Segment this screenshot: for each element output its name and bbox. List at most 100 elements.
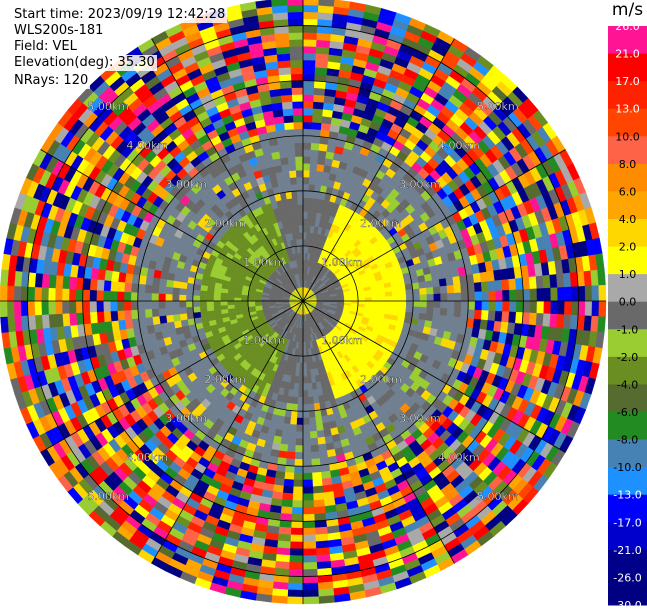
range-gate	[290, 417, 297, 424]
range-gate	[173, 314, 181, 322]
range-gate	[303, 60, 316, 67]
range-gate	[592, 301, 599, 317]
range-gate	[571, 287, 578, 301]
range-gate	[298, 384, 303, 391]
range-gate	[166, 315, 174, 323]
range-gate	[172, 287, 179, 294]
range-gate	[303, 576, 318, 583]
range-gate	[296, 432, 303, 439]
range-gate	[358, 298, 365, 301]
range-gate	[303, 377, 307, 384]
range-gate	[529, 313, 537, 326]
range-gate	[234, 297, 241, 301]
range-gate	[117, 291, 124, 301]
range-gate	[96, 290, 103, 301]
range-gate	[557, 301, 564, 315]
range-gate	[434, 294, 441, 301]
range-gate	[303, 507, 314, 514]
range-gate	[276, 554, 290, 562]
range-gate	[152, 293, 159, 301]
range-gate	[110, 301, 117, 311]
range-gate	[502, 312, 510, 323]
range-gate	[214, 296, 221, 301]
range-gate	[433, 287, 440, 295]
range-gate	[62, 276, 70, 289]
range-gate	[186, 289, 193, 295]
range-gate	[277, 541, 290, 549]
range-gate	[454, 293, 461, 301]
range-gate	[186, 307, 193, 313]
range-gate	[502, 301, 509, 312]
range-gate	[536, 313, 544, 326]
range-gate	[309, 177, 316, 184]
range-gate	[172, 301, 179, 308]
range-gate	[303, 177, 310, 184]
range-gate	[110, 311, 118, 322]
range-gate	[207, 296, 214, 301]
range-gate	[316, 40, 330, 48]
range-gate	[310, 438, 318, 445]
range-gate	[295, 439, 303, 446]
range-gate	[62, 288, 69, 301]
range-gate	[311, 143, 320, 151]
range-gate	[187, 313, 195, 320]
range-gate	[385, 292, 392, 297]
range-gate	[556, 314, 564, 328]
range-gate	[28, 301, 35, 315]
range-gate	[386, 301, 393, 306]
range-gate	[312, 465, 321, 473]
range-gate	[303, 39, 317, 46]
range-gate	[152, 316, 160, 325]
range-gate	[453, 276, 461, 285]
range-gate	[489, 291, 496, 301]
range-gate	[427, 294, 434, 301]
range-gate	[76, 289, 83, 301]
range-gate	[386, 296, 393, 301]
range-gate	[372, 297, 379, 301]
range-gate	[303, 542, 316, 549]
range-gate	[426, 308, 433, 315]
range-gate	[303, 198, 308, 205]
range-gate	[303, 555, 317, 562]
range-gate	[298, 397, 303, 404]
range-gate	[288, 438, 296, 445]
range-gate	[146, 276, 154, 285]
range-gate	[303, 74, 315, 81]
range-gate	[412, 283, 420, 290]
range-gate	[314, 500, 325, 508]
range-gate	[319, 0, 335, 7]
range-gate	[200, 290, 207, 296]
range-gate	[392, 291, 399, 296]
range-gate	[413, 289, 420, 295]
range-gate	[166, 280, 174, 288]
range-gate	[200, 311, 208, 317]
range-gate	[314, 88, 326, 96]
range-gate	[317, 430, 325, 438]
range-gate	[516, 290, 523, 302]
range-gate	[275, 561, 289, 569]
range-gate	[461, 309, 469, 318]
range-gate	[312, 129, 321, 137]
range-gate	[303, 349, 306, 356]
range-gate	[297, 418, 304, 425]
range-gate	[303, 212, 308, 219]
range-gate	[474, 310, 482, 320]
range-gate	[406, 301, 413, 307]
range-gate	[406, 295, 413, 301]
range-gate	[292, 397, 298, 404]
range-gate	[372, 293, 379, 297]
range-gate	[308, 390, 313, 397]
range-gate	[288, 576, 303, 583]
range-gate	[313, 108, 324, 116]
range-gate	[303, 480, 313, 487]
range-gate	[179, 307, 186, 314]
range-gate	[309, 417, 316, 424]
range-gate	[319, 596, 335, 604]
range-gate	[372, 301, 379, 305]
range-gate	[315, 67, 328, 75]
range-gate	[307, 376, 312, 383]
range-gate	[303, 390, 308, 397]
range-gate	[585, 301, 592, 316]
range-gate	[598, 269, 606, 285]
range-gate	[90, 290, 97, 301]
